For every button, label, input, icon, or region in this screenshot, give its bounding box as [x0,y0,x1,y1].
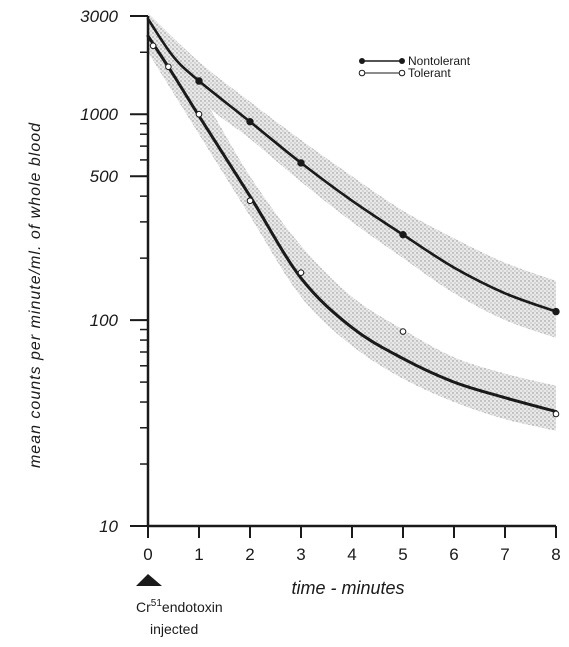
annotation-text: endotoxin [162,599,223,615]
x-tick-label: 8 [551,545,560,564]
legend-item-nontolerant: Nontolerant [359,54,471,68]
point-tolerant [297,269,305,276]
curves-layer [146,17,558,413]
point-tolerant [165,63,172,71]
y-tick-label: 3000 [80,7,118,26]
annotation-line1: Cr51endotoxin [136,598,223,615]
legend-label-nontolerant: Nontolerant [408,54,471,68]
injection-annotation: Cr51endotoxin injected [136,574,223,637]
point-tolerant [552,410,560,418]
x-tick-label: 6 [449,545,458,564]
y-tick-label: 10 [99,517,118,536]
legend-label-tolerant: Tolerant [408,66,451,80]
point-tolerant [399,328,407,335]
legend-marker-filled-circle [359,58,365,64]
y-tick-label: 1000 [80,105,118,124]
point-nontolerant [246,117,254,126]
point-nontolerant [552,307,560,316]
bands-layer [148,13,556,431]
y-axis-label: mean counts per minute/ml. of whole bloo… [27,122,44,468]
point-tolerant [195,110,203,118]
y-tick-label: 100 [90,311,119,330]
y-ticks-layer: 3000 1000 500 100 10 [80,7,148,536]
y-tick-label: 500 [90,167,119,186]
legend-item-tolerant: Tolerant [358,66,451,80]
point-nontolerant [399,230,407,239]
x-tick-label: 1 [194,545,203,564]
annotation-element: Cr [136,599,151,615]
x-tick-label: 7 [500,545,509,564]
x-tick-label: 5 [398,545,407,564]
point-tolerant [149,42,157,50]
band-nontolerant [148,13,556,338]
legend-marker-filled-circle [399,58,405,64]
x-axis-label: time - minutes [291,578,404,598]
series-line-nontolerant [146,17,558,313]
x-tick-label: 0 [143,545,152,564]
band-tolerant [148,19,556,431]
legend-marker-open-circle [358,69,366,77]
point-nontolerant [195,77,203,85]
point-nontolerant [297,159,305,167]
annotation-superscript: 51 [151,598,163,609]
up-arrow-icon [136,574,162,586]
points-layer [149,42,560,418]
point-tolerant [246,197,254,205]
x-tick-label: 2 [245,545,254,564]
legend-marker-open-circle [398,69,406,77]
legend: Nontolerant Tolerant [358,54,471,80]
series-line-tolerant [146,34,558,413]
annotation-line2: injected [150,621,198,637]
x-ticks-layer: 0 1 2 3 4 5 6 7 8 [143,526,561,564]
x-tick-label: 3 [296,545,305,564]
x-tick-label: 4 [347,545,356,564]
